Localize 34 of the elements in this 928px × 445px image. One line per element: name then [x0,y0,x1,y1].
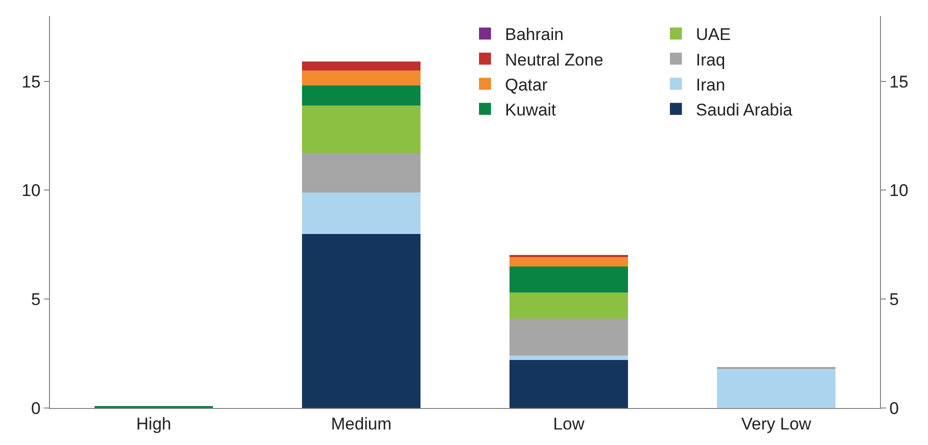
y-tick-label: 5 [31,290,41,310]
x-tick-label: High [136,414,172,434]
legend-label: Iraq [696,50,726,70]
bar [302,153,420,192]
bar [510,292,628,319]
bar [302,105,420,154]
bar [302,62,420,70]
y-tick-label: 15 [22,72,41,92]
bar [510,318,628,356]
legend-label: Kuwait [505,100,556,120]
y2-tick-label: 5 [889,290,899,310]
bar [510,356,628,360]
x-tick-label: Medium [331,414,392,434]
y-tick-label: 0 [31,398,41,418]
y2-tick-label: 15 [889,72,908,92]
y2-tick-label: 0 [889,398,899,418]
x-tick-label: Very Low [741,414,812,434]
bar [302,70,420,86]
bar [510,266,628,293]
legend-label: Saudi Arabia [696,100,793,120]
x-tick-label: Low [553,414,586,434]
y-tick-label: 10 [22,181,41,200]
bar [302,192,420,234]
y2-tick-label: 10 [889,181,908,200]
legend-label: Iran [696,75,726,94]
bar [717,368,836,408]
legend-label: Qatar [505,75,548,94]
legend-label: Neutral Zone [505,50,604,70]
legend-label: Bahrain [505,25,564,44]
bar [302,86,420,106]
bar [510,360,628,408]
legend-label: UAE [696,25,731,44]
bar [510,256,628,266]
bar [302,234,420,408]
